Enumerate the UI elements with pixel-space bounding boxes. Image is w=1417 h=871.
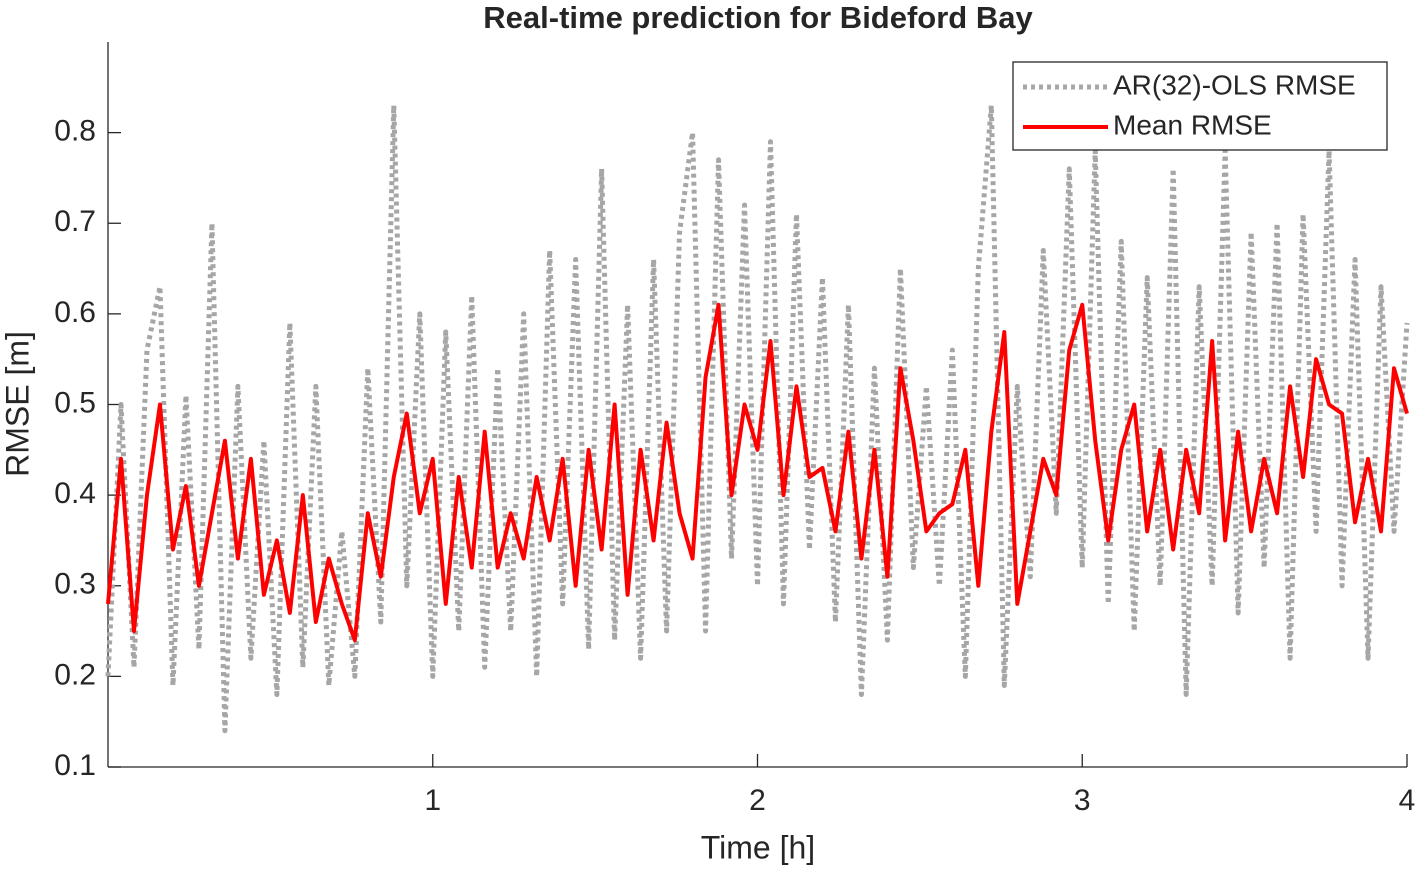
y-tick-label: 0.8 [54,115,96,148]
y-tick-label: 0.3 [54,568,96,601]
y-tick-label: 0.5 [54,386,96,419]
legend-label: AR(32)-OLS RMSE [1113,69,1356,100]
series-line [105,102,1410,734]
legend: AR(32)-OLS RMSE Mean RMSE [1012,61,1388,151]
series-line [106,302,1409,643]
y-tick-label: 0.1 [54,749,96,782]
x-tick-label: 4 [1399,784,1416,817]
x-tick-label: 2 [749,784,766,817]
x-tick-label: 3 [1074,784,1091,817]
y-axis-label: RMSE [m] [0,331,35,477]
y-tick-label: 0.6 [54,296,96,329]
y-tick-label: 0.2 [54,658,96,691]
chart-title: Real-time prediction for Bideford Bay [483,0,1033,35]
y-tick-label: 0.7 [54,205,96,238]
legend-label: Mean RMSE [1113,109,1272,140]
x-axis-label: Time [h] [701,829,815,865]
x-tick-label: 1 [424,784,441,817]
legend-box [1012,61,1388,151]
y-tick-label: 0.4 [54,477,96,510]
